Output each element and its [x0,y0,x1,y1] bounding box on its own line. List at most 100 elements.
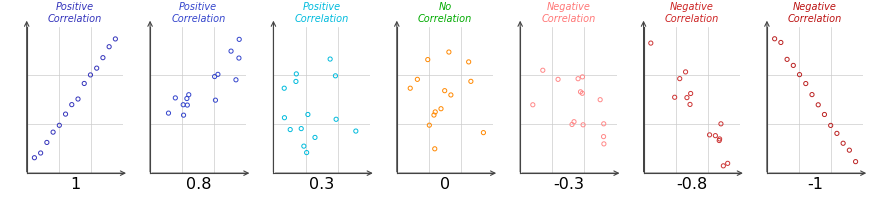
Point [421,58,435,61]
Title: High
Negative
Correlation: High Negative Correlation [665,0,719,24]
X-axis label: -0.8: -0.8 [676,177,708,192]
Point [77,82,92,85]
Point [786,64,800,67]
Point [278,116,292,119]
Point [805,93,819,96]
Point [161,111,175,115]
Point [462,60,476,64]
Point [684,92,698,95]
Point [34,151,48,155]
Point [643,41,658,45]
Point [53,123,67,127]
Point [289,80,303,83]
Point [773,41,788,44]
Point [176,113,190,117]
Point [714,122,728,126]
Point [596,122,611,126]
Point [716,164,731,168]
Title: Perfect
Positive
Correlation: Perfect Positive Correlation [48,0,102,24]
Point [428,110,442,114]
Point [323,57,337,61]
Title: No
Correlation: No Correlation [418,2,472,24]
Point [208,98,222,102]
Point [40,141,54,144]
Point [464,79,478,83]
Point [231,56,246,60]
Point [328,74,343,78]
Point [427,147,441,151]
Point [422,123,436,127]
Point [836,141,850,145]
Point [848,160,862,163]
Point [683,103,697,106]
Point [229,78,243,81]
Point [526,103,540,107]
Point [536,68,550,72]
Point [207,75,222,78]
Point [575,91,589,95]
Point [708,134,723,137]
Point [817,113,831,116]
Point [829,132,844,135]
Point [668,95,682,99]
Title: Perfect
Negative
Correlation: Perfect Negative Correlation [788,0,842,24]
Point [308,136,322,139]
Point [438,89,452,92]
Point [576,123,590,127]
Point [96,56,110,59]
X-axis label: -1: -1 [807,177,823,192]
Point [597,142,611,146]
Point [296,144,311,148]
Point [283,128,297,131]
Point [551,77,565,81]
Point [211,73,225,76]
Point [721,162,735,165]
Point [678,70,692,74]
X-axis label: 1: 1 [69,177,80,192]
Point [182,93,196,97]
Point [28,156,42,159]
Point [176,103,190,107]
Point [571,77,586,81]
Point [349,129,363,133]
Point [842,148,856,152]
Point [109,37,123,41]
Point [712,139,726,142]
Point [71,97,85,101]
Point [702,133,716,137]
Point [427,113,441,117]
Point [811,103,825,107]
Point [300,151,314,154]
Point [573,90,587,94]
Point [713,137,727,141]
Point [403,86,417,90]
Point [410,77,425,81]
Point [798,82,813,85]
Point [476,131,490,134]
Point [767,37,781,41]
Point [289,72,303,76]
Point [59,112,73,116]
X-axis label: 0: 0 [440,177,450,192]
Point [673,77,687,80]
Point [102,45,117,48]
X-axis label: 0.8: 0.8 [185,177,211,192]
Point [90,66,104,70]
Point [224,49,239,53]
Point [294,127,308,130]
Point [823,124,837,127]
Point [567,120,581,123]
Title: Low
Negative
Correlation: Low Negative Correlation [541,0,595,24]
Point [565,123,579,126]
Point [329,117,344,121]
Point [780,57,794,61]
Point [444,93,458,97]
X-axis label: -0.3: -0.3 [553,177,584,192]
Point [46,130,61,134]
Point [575,75,589,79]
Point [596,135,611,138]
Point [593,98,607,101]
Point [65,103,79,106]
Point [180,103,194,107]
Point [434,107,449,111]
